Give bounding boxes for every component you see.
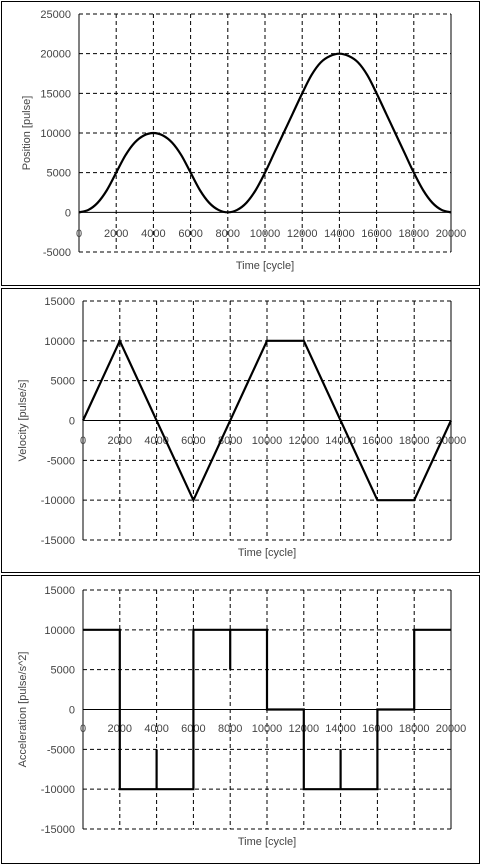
position-xtick-label: 18000 bbox=[399, 228, 430, 240]
velocity-xtick-label: 10000 bbox=[252, 435, 283, 447]
velocity-xtick-label: 4000 bbox=[144, 435, 168, 447]
velocity-xtick-label: 12000 bbox=[289, 435, 320, 447]
acceleration-ytick-label: 5000 bbox=[51, 665, 75, 677]
acceleration-chart-panel: -15000 -10000 -5000 0 5000 10000 15000 0 2000 400… bbox=[1, 575, 480, 864]
velocity-series-line bbox=[82, 338, 452, 503]
velocity-ytick-label: -15000 bbox=[41, 535, 75, 547]
acceleration-ytick-label: -15000 bbox=[41, 824, 75, 836]
position-xtick-label: 10000 bbox=[250, 228, 281, 240]
velocity-ytick-label: 15000 bbox=[44, 296, 75, 308]
acceleration-series-line bbox=[83, 628, 451, 791]
acceleration-xtick-label: 4000 bbox=[144, 723, 168, 735]
position-xtick-label: 0 bbox=[76, 228, 82, 240]
velocity-xtick-label: 0 bbox=[80, 435, 86, 447]
position-series-line bbox=[78, 52, 452, 214]
acceleration-ytick-label: -10000 bbox=[41, 784, 75, 796]
position-xaxis-title: Time [cycle] bbox=[236, 260, 294, 272]
position-xtick-label: 14000 bbox=[324, 228, 355, 240]
position-xtick-label: 6000 bbox=[178, 228, 202, 240]
velocity-xtick-label: 6000 bbox=[181, 435, 205, 447]
acceleration-ytick-label: 15000 bbox=[44, 585, 75, 597]
position-chart-panel: -5000 0 5000 10000 15000 20000 25000 0 2000 4000 6… bbox=[1, 1, 480, 286]
acceleration-xtick-label: 8000 bbox=[218, 723, 242, 735]
velocity-xaxis-title: Time [cycle] bbox=[238, 547, 296, 559]
acceleration-xaxis-title: Time [cycle] bbox=[238, 836, 296, 848]
velocity-yaxis-title: Velocity [pulse/s] bbox=[17, 380, 29, 462]
acceleration-ytick-label: 0 bbox=[69, 705, 75, 717]
velocity-xtick-label: 2000 bbox=[108, 435, 132, 447]
acceleration-xtick-label: 0 bbox=[80, 723, 86, 735]
position-xtick-label: 2000 bbox=[104, 228, 128, 240]
velocity-ytick-label: -5000 bbox=[47, 455, 75, 467]
position-ytick-label: 10000 bbox=[40, 128, 71, 140]
position-yaxis-title: Position [pulse] bbox=[21, 96, 33, 171]
position-xtick-label: 12000 bbox=[287, 228, 318, 240]
velocity-xtick-label: 8000 bbox=[218, 435, 242, 447]
position-ytick-label: 15000 bbox=[40, 88, 71, 100]
velocity-xtick-label: 18000 bbox=[399, 435, 430, 447]
position-ytick-label: 25000 bbox=[40, 9, 71, 21]
position-ytick-label: 20000 bbox=[40, 49, 71, 61]
position-xtick-label: 20000 bbox=[436, 228, 467, 240]
velocity-xtick-label: 16000 bbox=[362, 435, 393, 447]
position-ytick-label: 0 bbox=[65, 207, 71, 219]
velocity-ytick-label: 5000 bbox=[51, 376, 75, 388]
velocity-chart-panel: -15000 -10000 -5000 0 5000 10000 15000 0 2000 400… bbox=[1, 288, 480, 573]
velocity-ytick-label: 0 bbox=[69, 416, 75, 428]
acceleration-xtick-label: 18000 bbox=[399, 723, 430, 735]
position-xtick-label: 16000 bbox=[361, 228, 392, 240]
acceleration-xtick-label: 20000 bbox=[436, 723, 467, 735]
acceleration-ytick-label: -5000 bbox=[47, 744, 75, 756]
position-chart: -5000 0 5000 10000 15000 20000 25000 0 2000 4000 6… bbox=[21, 9, 467, 272]
position-xtick-label: 8000 bbox=[216, 228, 240, 240]
position-ytick-label: 5000 bbox=[47, 168, 71, 180]
position-ytick-label: -5000 bbox=[43, 247, 71, 259]
velocity-ytick-label: -10000 bbox=[41, 495, 75, 507]
acceleration-xtick-label: 10000 bbox=[252, 723, 283, 735]
acceleration-xtick-label: 14000 bbox=[325, 723, 356, 735]
acceleration-yaxis-title: Acceleration [pulse/s^2] bbox=[17, 652, 29, 768]
velocity-ytick-label: 10000 bbox=[44, 336, 75, 348]
velocity-chart: -15000 -10000 -5000 0 5000 10000 15000 0 2000 400… bbox=[17, 296, 466, 559]
position-xtick-label: 4000 bbox=[141, 228, 165, 240]
acceleration-ytick-label: 10000 bbox=[44, 625, 75, 637]
